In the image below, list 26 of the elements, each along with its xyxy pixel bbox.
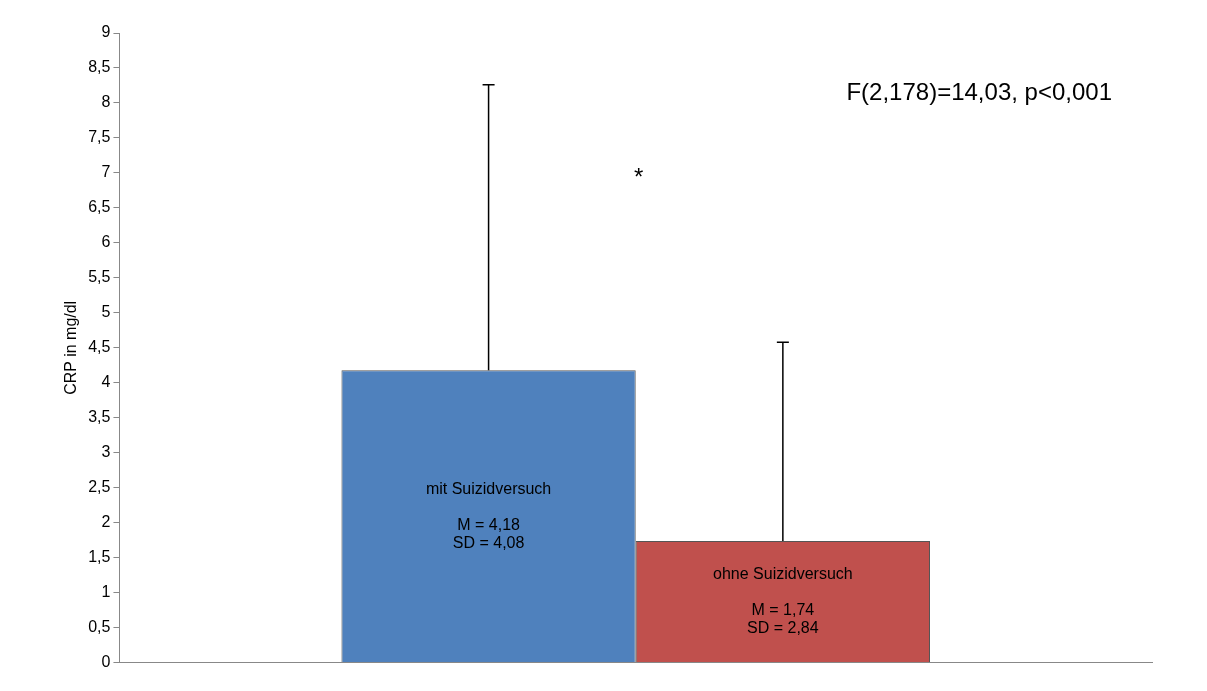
annotation: F(2,178)=14,03, p<0,001 bbox=[846, 77, 1112, 105]
y-tick-label: 3,5 bbox=[88, 408, 111, 426]
y-tick-label: 1,5 bbox=[88, 548, 111, 566]
y-tick-label: 8 bbox=[101, 93, 111, 111]
y-tick-label: 3 bbox=[101, 443, 111, 461]
y-tick-label: 8,5 bbox=[88, 58, 111, 76]
y-tick-label: 5,5 bbox=[88, 268, 111, 286]
y-tick-label: 2 bbox=[101, 513, 111, 531]
y-tick-label: 5 bbox=[101, 303, 111, 321]
data-label: M = 4,18 SD = 4,08 bbox=[452, 515, 525, 551]
y-axis-title: CRP in mg/dl bbox=[62, 300, 80, 395]
y-tick-label: 4,5 bbox=[88, 338, 111, 356]
y-tick-label: 7 bbox=[101, 163, 111, 181]
series-label: ohne Suizidversuch bbox=[713, 564, 853, 582]
y-tick-label: 6,5 bbox=[88, 198, 111, 216]
y-tick-label: 9 bbox=[101, 23, 111, 41]
y-tick-label: 1 bbox=[101, 583, 111, 601]
data-label: M = 1,74 SD = 2,84 bbox=[747, 600, 819, 636]
y-tick-label: 7,5 bbox=[88, 128, 111, 146]
y-tick-label: 0,5 bbox=[88, 618, 111, 636]
y-tick-label: 2,5 bbox=[88, 478, 111, 496]
annotation: * bbox=[634, 162, 644, 190]
series-label: mit Suizidversuch bbox=[425, 479, 552, 497]
y-tick-label: 0 bbox=[101, 653, 111, 671]
y-tick-label: 4 bbox=[101, 373, 111, 391]
y-tick-label: 6 bbox=[101, 233, 111, 251]
